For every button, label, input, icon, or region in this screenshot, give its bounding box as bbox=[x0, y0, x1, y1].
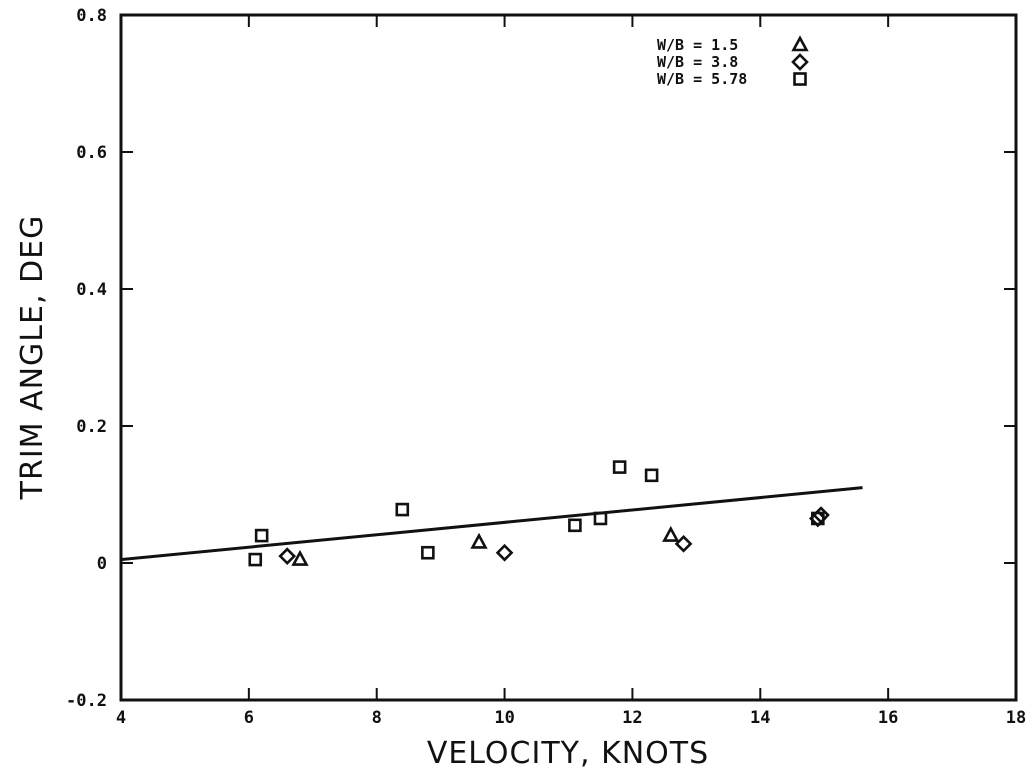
legend-marker-diamond bbox=[791, 53, 809, 71]
data-point-square bbox=[254, 528, 269, 543]
legend-marker-triangle bbox=[791, 35, 809, 52]
y-tick-label: 0.6 bbox=[76, 143, 107, 163]
data-point-square bbox=[568, 518, 582, 533]
x-tick-label: 8 bbox=[372, 708, 382, 728]
x-tick-label: 14 bbox=[750, 708, 770, 728]
data-point-triangle bbox=[662, 525, 680, 542]
x-tick-label: 12 bbox=[622, 708, 642, 728]
y-tick-label: 0.8 bbox=[76, 6, 107, 26]
y-axis-title: TRIM ANGLE, DEG bbox=[15, 215, 50, 501]
data-point-square bbox=[395, 502, 410, 517]
data-point-square bbox=[644, 468, 659, 483]
x-tick-label: 18 bbox=[1006, 708, 1026, 728]
x-tick-label: 6 bbox=[244, 708, 254, 728]
y-tick-label: 0.2 bbox=[76, 417, 107, 437]
data-point-diamond bbox=[674, 534, 693, 553]
data-point-square bbox=[593, 511, 608, 526]
y-tick-label: 0.4 bbox=[76, 280, 107, 300]
ticks-layer: 4 6 8 10 12 14 16 18 -0.2 0 0.2 0.4 0.6 0.8 bbox=[66, 6, 1026, 728]
data-point-square bbox=[612, 460, 627, 474]
y-tick-label: -0.2 bbox=[66, 691, 107, 711]
data-point-diamond bbox=[278, 547, 297, 565]
data-point-square bbox=[421, 545, 435, 560]
x-tick-label: 10 bbox=[494, 708, 514, 728]
x-tick-label: 4 bbox=[116, 708, 126, 728]
legend-label: W/B = 1.5 bbox=[657, 36, 738, 54]
x-tick-label: 16 bbox=[878, 708, 898, 728]
data-point-triangle bbox=[291, 549, 309, 566]
y-tick-label: 0 bbox=[97, 554, 107, 574]
legend: W/B = 1.5W/B = 3.8W/B = 5.78 bbox=[657, 35, 809, 88]
fit-line bbox=[120, 486, 863, 562]
plot-frame bbox=[119, 13, 1018, 702]
legend-label: W/B = 3.8 bbox=[657, 53, 738, 71]
data-point-triangle bbox=[470, 532, 488, 549]
legend-label: W/B = 5.78 bbox=[657, 70, 747, 88]
data-point-square bbox=[248, 552, 263, 567]
data-point-square bbox=[811, 511, 825, 526]
data-point-diamond bbox=[495, 543, 514, 562]
legend-marker-square bbox=[793, 72, 807, 86]
fit-line-layer bbox=[120, 486, 863, 562]
x-axis-title: VELOCITY, KNOTS bbox=[427, 736, 709, 771]
points-layer bbox=[248, 460, 830, 567]
